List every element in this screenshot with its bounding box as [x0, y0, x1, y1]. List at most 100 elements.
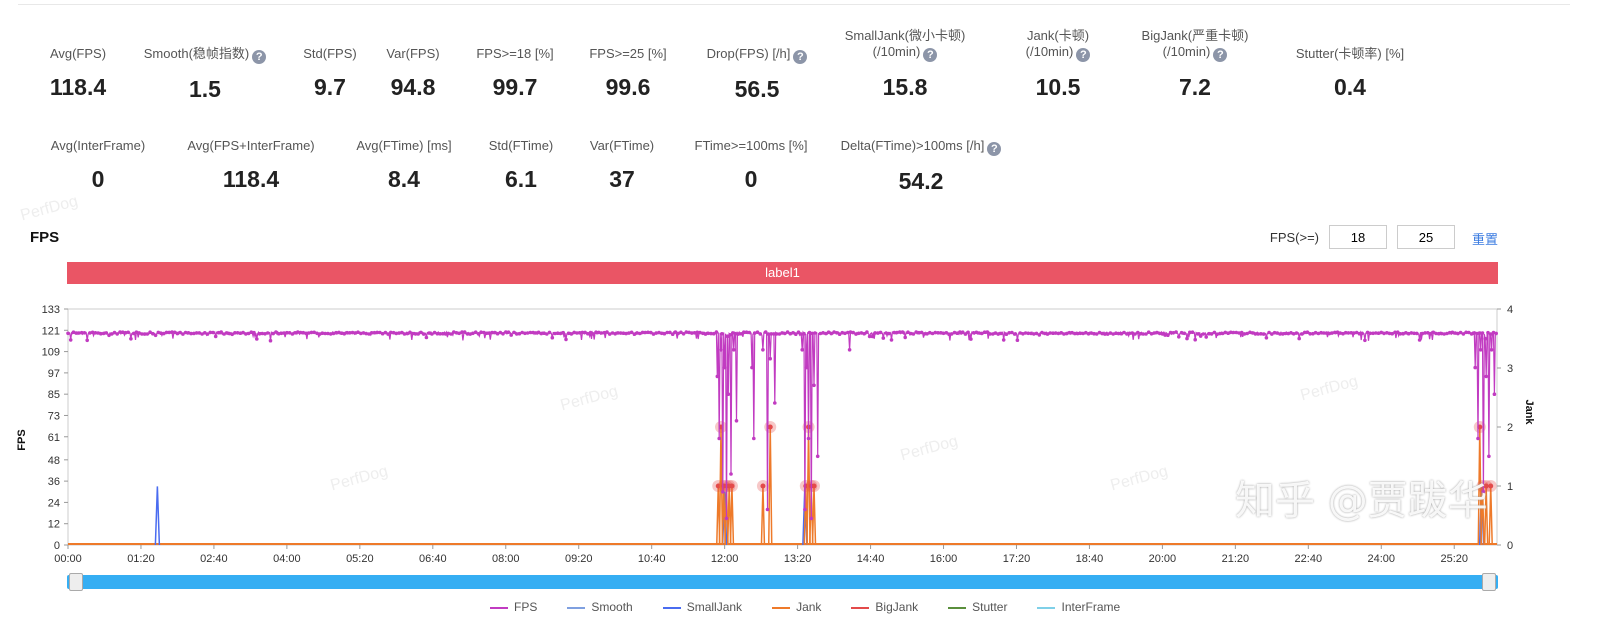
fps-point	[772, 332, 776, 336]
fps-point	[1488, 332, 1493, 336]
fps-point	[482, 330, 486, 335]
fps-point	[342, 332, 347, 336]
stat-label-unit: (/10min)?	[1105, 44, 1285, 62]
fps-point	[1472, 331, 1477, 335]
y-tick-label: 133	[42, 304, 60, 316]
threshold-18-input[interactable]	[1329, 225, 1387, 249]
fps-point	[531, 330, 535, 335]
fps-point	[1412, 331, 1416, 336]
fps-point	[1105, 332, 1110, 336]
fps-point	[670, 332, 675, 337]
x-tick-label: 10:40	[638, 553, 666, 565]
fps-point	[765, 507, 770, 512]
fps-point	[446, 331, 451, 336]
fps-point	[1382, 331, 1386, 336]
legend-item-fps[interactable]: FPS	[490, 600, 537, 614]
fps-point	[1319, 330, 1323, 335]
legend-item-smalljank[interactable]: SmallJank	[662, 600, 742, 614]
fps-point	[758, 332, 762, 336]
stat-label: Delta(FTime)>100ms [/h]?	[831, 138, 1011, 156]
fps-point	[974, 330, 979, 335]
fps-point	[1352, 331, 1356, 335]
fps-point	[843, 331, 847, 336]
fps-point	[1081, 331, 1085, 336]
fps-point	[1294, 331, 1299, 335]
legend-item-smooth[interactable]: Smooth	[567, 600, 633, 614]
fps-point	[1097, 330, 1102, 335]
fps-point	[1070, 330, 1074, 335]
y-tick-label: 121	[42, 325, 60, 337]
fps-point	[1062, 332, 1066, 336]
fps-point	[523, 331, 527, 336]
fps-point	[865, 330, 869, 334]
help-icon[interactable]: ?	[987, 142, 1002, 156]
fps-point	[895, 330, 899, 335]
help-icon[interactable]: ?	[1213, 48, 1228, 62]
fps-point	[993, 331, 998, 335]
legend-item-bigjank[interactable]: BigJank	[851, 600, 918, 614]
fps-point	[348, 331, 352, 335]
fps-point	[328, 332, 333, 336]
fps-point	[249, 330, 254, 335]
threshold-25-input[interactable]	[1397, 225, 1455, 249]
fps-point	[1185, 336, 1189, 341]
stat-label-unit: (/10min)?	[968, 44, 1148, 62]
fps-point	[536, 330, 541, 335]
fps-point	[421, 332, 426, 336]
legend-item-jank[interactable]: Jank	[772, 600, 821, 614]
fps-point	[104, 331, 109, 335]
fps-point	[1467, 330, 1471, 335]
fps-point	[1270, 332, 1274, 336]
help-icon[interactable]: ?	[1076, 48, 1091, 62]
slider-right-handle[interactable]	[1482, 573, 1496, 591]
fps-point	[999, 331, 1003, 336]
time-range-slider[interactable]	[67, 573, 1498, 591]
fps-point	[287, 331, 292, 335]
help-icon[interactable]: ?	[252, 50, 267, 64]
fps-point	[736, 332, 741, 336]
fps-point	[101, 331, 106, 336]
fps-point	[1130, 331, 1135, 335]
fps-point	[457, 331, 462, 336]
fps-point	[1264, 336, 1269, 340]
fps-point	[1395, 330, 1400, 335]
fps-point	[900, 330, 905, 334]
fps-point	[1220, 331, 1225, 336]
fps-point	[947, 332, 951, 337]
fps-point	[443, 332, 448, 336]
fps-point	[715, 374, 720, 379]
fps-point	[1155, 330, 1159, 335]
label-bar[interactable]: label1	[67, 262, 1498, 284]
fps-point	[66, 331, 70, 336]
fps-point	[747, 330, 752, 335]
legend-item-stutter[interactable]: Stutter	[948, 600, 1007, 614]
fps-point	[189, 331, 193, 336]
fps-point	[1458, 330, 1463, 335]
fps-point	[1188, 330, 1192, 335]
fps-point	[840, 330, 845, 335]
fps-point	[1289, 331, 1293, 335]
stat-label: Avg(FPS)	[49, 46, 107, 61]
legend-item-interframe[interactable]: InterFrame	[1037, 600, 1120, 614]
fps-point	[389, 330, 393, 335]
fps-point	[1114, 331, 1118, 336]
reset-button[interactable]: 重置	[1472, 232, 1499, 247]
fps-point	[345, 330, 349, 335]
x-tick-label: 20:00	[1149, 553, 1177, 565]
smalljank-spike	[154, 486, 161, 546]
y2-tick-label: 4	[1507, 304, 1513, 316]
fps-point	[616, 331, 620, 335]
fps-point	[936, 331, 940, 335]
slider-left-handle[interactable]	[69, 573, 83, 591]
fps-point	[873, 331, 877, 335]
help-icon[interactable]: ?	[923, 48, 938, 62]
fps-point	[731, 331, 735, 335]
stat-value: 15.8	[882, 74, 928, 100]
stat-label: Jank(卡顿)	[1026, 28, 1090, 43]
fps-point	[1456, 331, 1460, 336]
fps-point	[1475, 331, 1479, 336]
jank-point	[1488, 483, 1494, 489]
fps-point	[1179, 330, 1184, 335]
help-icon[interactable]: ?	[793, 50, 808, 64]
chart-legend: FPS Smooth SmallJank Jank BigJank Stutter Inte…	[490, 600, 1120, 614]
